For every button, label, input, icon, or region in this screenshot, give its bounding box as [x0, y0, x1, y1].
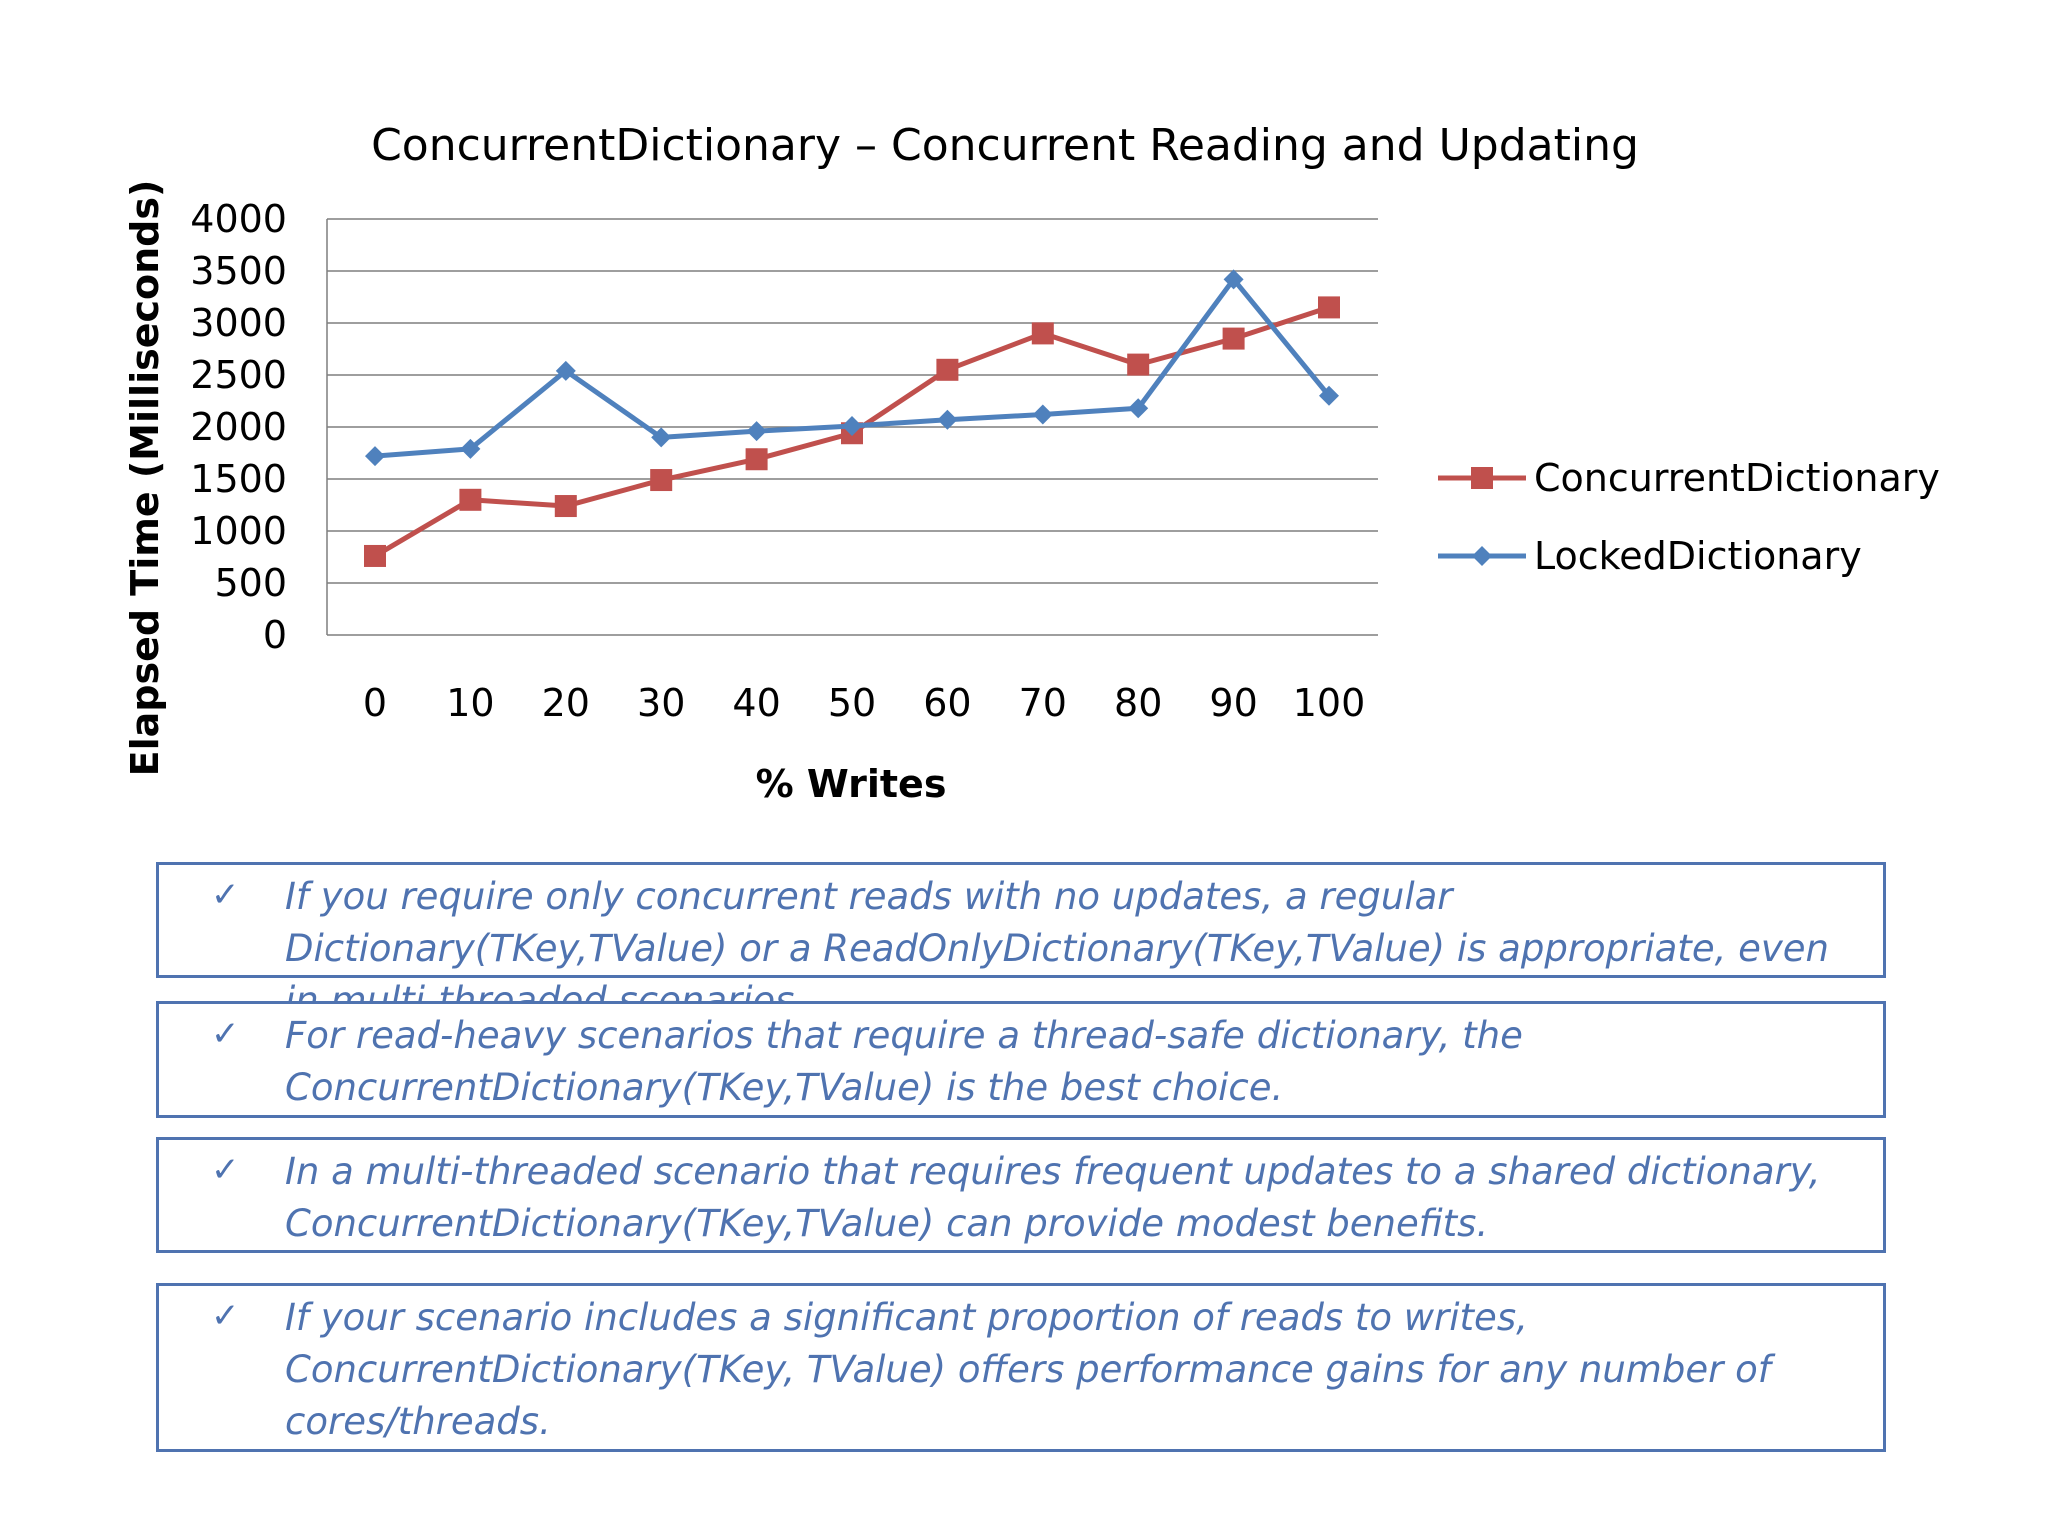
- checkmark-icon: ✓: [211, 1014, 240, 1054]
- data-point-diamond: [1032, 404, 1053, 425]
- data-point-diamond: [1472, 546, 1492, 566]
- x-tick-label: 20: [542, 681, 590, 725]
- data-point-square: [650, 469, 673, 492]
- y-tick-label: 500: [214, 561, 287, 605]
- checkmark-icon: ✓: [211, 1296, 240, 1336]
- note-text: In a multi-threaded scenario that requir…: [285, 1150, 1821, 1245]
- data-point-diamond: [1128, 398, 1149, 419]
- x-tick-label: 40: [732, 681, 780, 725]
- chart-title: ConcurrentDictionary – Concurrent Readin…: [371, 120, 1639, 171]
- x-tick-label: 50: [828, 681, 876, 725]
- line-chart: ConcurrentDictionary – Concurrent Readin…: [123, 120, 1940, 806]
- data-point-square: [459, 488, 482, 511]
- data-point-square: [1031, 322, 1054, 345]
- x-tick-label: 0: [363, 681, 387, 725]
- data-point-square: [1318, 296, 1340, 319]
- legend-label: ConcurrentDictionary: [1534, 456, 1940, 500]
- series-lines: [364, 269, 1340, 567]
- y-tick-labels: 0 500 1000 1500 2000 2500 3000 3500 4000: [190, 197, 287, 657]
- y-axis-title: Elapsed Time (Milliseconds): [123, 180, 167, 777]
- y-tick-label: 2500: [190, 353, 287, 397]
- note-text: For read-heavy scenarios that require a …: [285, 1014, 1523, 1109]
- note-box-1: ✓ If you require only concurrent reads w…: [156, 862, 1886, 1022]
- data-point-diamond: [746, 421, 767, 442]
- data-point-diamond: [651, 427, 672, 448]
- data-point-square: [364, 544, 386, 567]
- x-tick-label: 10: [446, 681, 494, 725]
- y-tick-label: 2000: [190, 405, 287, 449]
- data-point-diamond: [1223, 269, 1244, 290]
- checkmark-icon: ✓: [211, 875, 240, 915]
- data-point-diamond: [1319, 385, 1339, 406]
- y-tick-label: 1000: [190, 509, 287, 553]
- y-tick-label: 0: [263, 613, 287, 657]
- data-point-diamond: [555, 360, 576, 381]
- x-tick-label: 100: [1293, 681, 1366, 725]
- note-box-3: ✓ In a multi-threaded scenario that requ…: [156, 1137, 1886, 1253]
- y-tick-label: 3500: [190, 249, 287, 293]
- note-box-2: ✓ For read-heavy scenarios that require …: [156, 1001, 1886, 1118]
- legend-label: LockedDictionary: [1534, 534, 1862, 578]
- data-point-square: [554, 495, 577, 518]
- x-axis-title: % Writes: [756, 762, 947, 806]
- note-text: If your scenario includes a significant …: [285, 1296, 1771, 1443]
- data-point-diamond: [937, 409, 958, 430]
- y-tick-label: 3000: [190, 301, 287, 345]
- data-point-diamond: [842, 415, 862, 436]
- data-point-diamond: [365, 446, 385, 467]
- data-point-square: [1222, 327, 1245, 350]
- y-tick-label: 1500: [190, 457, 287, 501]
- x-tick-label: 30: [637, 681, 685, 725]
- x-tick-label: 60: [923, 681, 971, 725]
- x-tick-labels: 0 10 20 30 40 50 60 70 80 90 100: [363, 681, 1365, 725]
- checkmark-icon: ✓: [211, 1150, 240, 1190]
- x-tick-label: 70: [1019, 681, 1067, 725]
- legend: ConcurrentDictionary LockedDictionary: [1438, 456, 1940, 578]
- data-point-square: [1127, 353, 1150, 376]
- data-point-square: [936, 358, 959, 381]
- x-tick-label: 90: [1209, 681, 1257, 725]
- note-box-4: ✓ If your scenario includes a significan…: [156, 1283, 1886, 1452]
- data-point-square: [745, 448, 768, 471]
- y-tick-label: 4000: [190, 197, 287, 241]
- data-point-square: [1471, 467, 1493, 489]
- data-point-diamond: [460, 438, 481, 459]
- x-tick-label: 80: [1114, 681, 1162, 725]
